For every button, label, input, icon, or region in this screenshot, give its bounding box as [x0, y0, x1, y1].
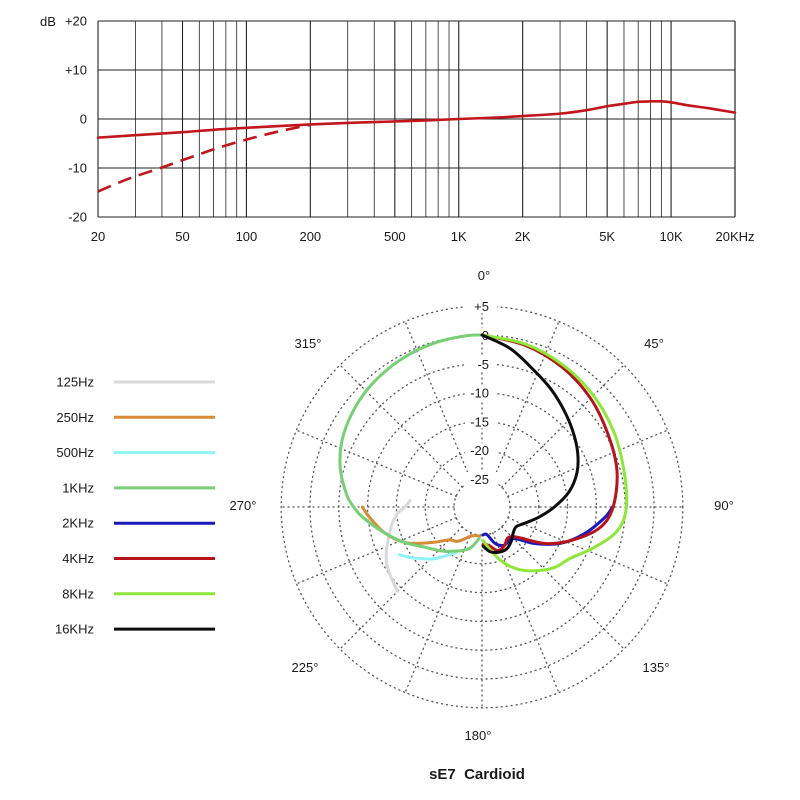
fr-series-solid-line [96, 99, 737, 139]
polar-ring-labels: +50-5-10-15-20-25 [465, 299, 497, 487]
polar-angle-label: 270° [230, 498, 257, 513]
polar-ring-label: -5 [477, 357, 489, 372]
legend-label: 125Hz [56, 375, 94, 390]
polar-spoke [295, 517, 457, 585]
legend-label: 8KHz [62, 586, 94, 601]
frequency-response-chart: dB +20+100-10-20 20 50 100 200 500 1K 2K 5K 10K 2… [40, 14, 755, 245]
legend-label: 500Hz [56, 445, 94, 460]
polar-spoke [507, 429, 669, 497]
polar-series-line [480, 333, 580, 554]
polar-angle-label: 0° [478, 268, 490, 283]
fr-y-tick-label: -10 [68, 161, 87, 176]
polar-ring-label-bg [465, 414, 497, 429]
polar-angle-label: 315° [295, 336, 322, 351]
polar-angle-label: 225° [292, 660, 319, 675]
fr-x-tick-label: 20 [91, 229, 105, 244]
polar-angle-label: 45° [644, 336, 664, 351]
fr-x-tick-label: 50 [175, 229, 189, 244]
fr-x-tick-label: 10K [660, 229, 683, 244]
polar-spoke [295, 429, 457, 497]
polar-chart-title: sE7 Cardioid [429, 766, 525, 783]
polar-angle-label: 90° [714, 498, 734, 513]
fr-x-tick-label: 2K [515, 229, 531, 244]
polar-ring-label: -15 [470, 414, 489, 429]
polar-series-line [338, 333, 484, 553]
polar-series-line [384, 499, 412, 594]
polar-spoke [492, 532, 560, 694]
polar-ring-label-bg [465, 472, 497, 486]
fr-y-tick-label: -20 [68, 210, 87, 225]
polar-ring-label: -20 [470, 443, 489, 458]
polar-ring-label: +5 [474, 299, 489, 314]
legend-label: 1KHz [62, 480, 94, 495]
fr-x-tick-label: 20KHz [715, 229, 754, 244]
polar-ring-label-bg [465, 299, 497, 314]
legend-label: 2KHz [62, 516, 94, 531]
fr-y-tick-labels: +20 +10 0 -10 -20 [65, 14, 87, 225]
polar-series-line [480, 333, 619, 553]
fr-x-tick-labels: 20 50 100 200 500 1K 2K 5K 10K 20KHz [91, 229, 755, 244]
polar-series-line [481, 505, 615, 548]
polar-spoke [404, 532, 472, 694]
fr-x-tick-label: 100 [236, 229, 258, 244]
fr-y-unit-label: dB [40, 14, 56, 29]
polar-spoke [501, 526, 625, 650]
legend-label: 16KHz [55, 622, 94, 637]
legend-label: 4KHz [62, 551, 94, 566]
fr-x-tick-label: 1K [451, 229, 467, 244]
fr-series-group [96, 99, 737, 193]
polar-series-line [480, 333, 629, 573]
legend-label: 250Hz [56, 410, 94, 425]
polar-series-line [397, 551, 458, 561]
fr-x-tick-label: 500 [384, 229, 406, 244]
polar-ring-label-bg [465, 356, 497, 371]
polar-ring [424, 449, 540, 565]
polar-ring-label-bg [465, 443, 497, 458]
polar-angle-label: 135° [643, 660, 670, 675]
polar-ring-label: -10 [470, 386, 489, 401]
polar-ring [395, 420, 569, 594]
frequency-response-grid [97, 20, 736, 218]
polar-spoke [501, 364, 625, 488]
polar-spoke [339, 526, 463, 650]
fr-y-tick-label: 0 [80, 112, 87, 127]
polar-ring [338, 363, 626, 651]
polar-angle-label: 180° [465, 728, 492, 743]
polar-ring-label-bg [465, 385, 497, 400]
polar-pattern-chart: 0°45°90°135°180°225°270°315° +50-5-10-15… [55, 268, 734, 783]
polar-legend: 125Hz 250Hz 500Hz 1KHz 2KHz 4KHz 8KHz 16KHz [55, 375, 215, 637]
polar-spoke [339, 364, 463, 488]
fr-x-tick-label: 5K [599, 229, 615, 244]
polar-angle-labels: 0° 45° 90° 135° 180° 225° 270° 315° [230, 268, 734, 743]
polar-ring-label: -25 [470, 472, 489, 487]
fr-y-tick-label: +20 [65, 14, 87, 29]
fr-y-tick-label: +10 [65, 63, 87, 78]
fr-x-tick-label: 200 [299, 229, 321, 244]
polar-series-group [338, 333, 629, 594]
polar-spoke [492, 320, 560, 482]
polar-series-line [360, 505, 481, 545]
fr-series-dashed-line [97, 123, 311, 193]
polar-spoke [404, 320, 472, 482]
